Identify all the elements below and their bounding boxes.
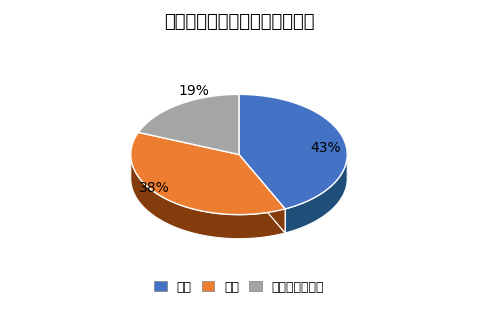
- Legend: 満足, 不満, どちらでもない: 満足, 不満, どちらでもない: [149, 276, 329, 298]
- Polygon shape: [138, 94, 239, 154]
- Polygon shape: [239, 154, 285, 233]
- Text: 38%: 38%: [139, 180, 170, 195]
- Ellipse shape: [131, 118, 347, 239]
- Polygon shape: [131, 132, 285, 215]
- Text: 43%: 43%: [310, 142, 341, 155]
- Text: 19%: 19%: [178, 84, 209, 98]
- Polygon shape: [239, 154, 285, 233]
- Polygon shape: [131, 155, 285, 239]
- Polygon shape: [239, 94, 347, 209]
- Polygon shape: [285, 155, 347, 233]
- Text: ノアのインテリアの満足度調査: ノアのインテリアの満足度調査: [164, 13, 314, 31]
